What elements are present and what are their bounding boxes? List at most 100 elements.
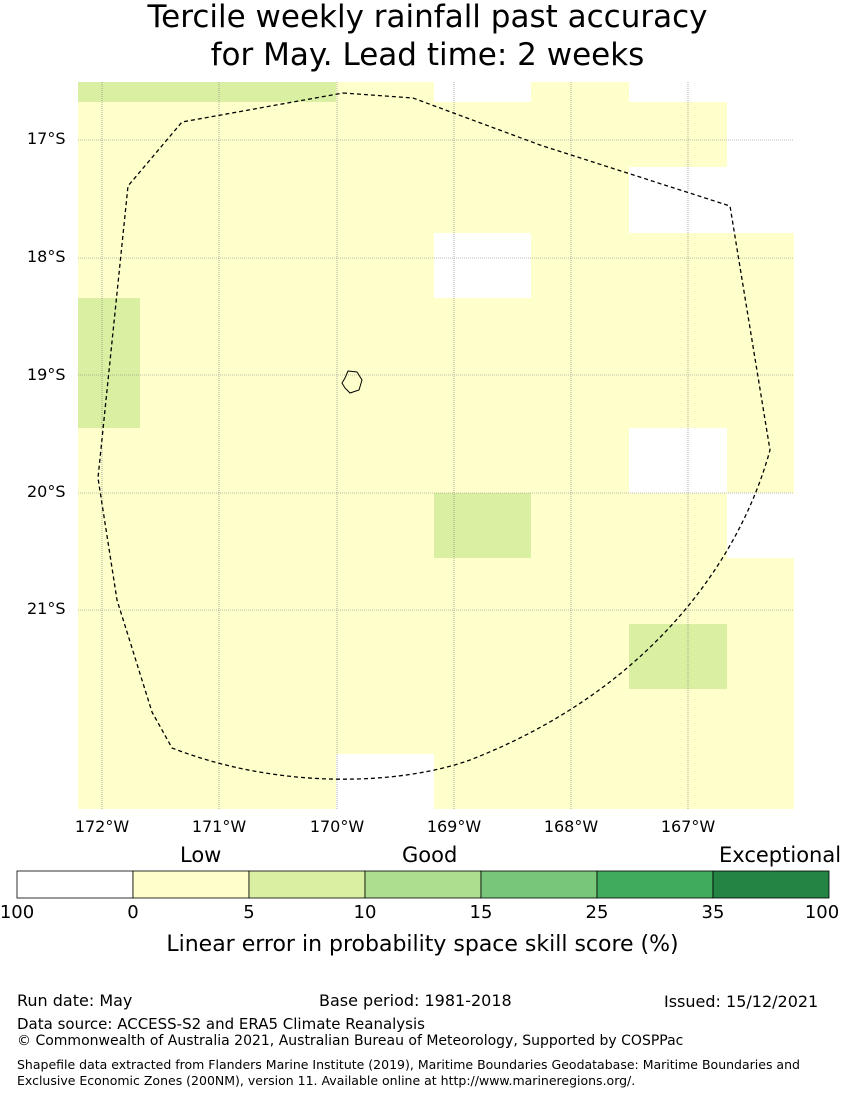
skill-cell	[434, 298, 531, 363]
skill-cell	[434, 558, 531, 624]
skill-cell	[140, 82, 238, 102]
skill-cell	[140, 363, 238, 428]
skill-cell	[140, 558, 238, 624]
skill-cell	[336, 233, 434, 298]
skill-cell	[78, 102, 140, 167]
skill-cell	[629, 754, 727, 809]
run-date: Run date: May	[17, 991, 133, 1010]
skill-cell	[238, 754, 336, 809]
colorbar-title: Linear error in probability space skill …	[166, 932, 679, 957]
colorbar-tick: 25	[585, 902, 609, 923]
skill-cell	[336, 82, 434, 102]
colorbar-segment	[248, 870, 366, 899]
skill-cell	[78, 754, 140, 809]
skill-cell	[78, 428, 140, 493]
skill-cell	[336, 754, 434, 809]
skill-cell	[629, 624, 727, 689]
skill-cell	[140, 624, 238, 689]
colorbar-segment	[480, 870, 598, 899]
lon-label-172w: 172°W	[74, 817, 130, 836]
skill-cell	[531, 167, 629, 233]
skill-cell	[727, 233, 794, 298]
category-good: Good	[402, 843, 458, 867]
skill-cell	[140, 689, 238, 754]
lat-label-20s: 20°S	[27, 482, 66, 501]
skill-cell	[78, 167, 140, 233]
skill-cell	[531, 624, 629, 689]
skill-cell	[336, 428, 434, 493]
lat-label-18s: 18°S	[27, 247, 66, 266]
base-period: Base period: 1981-2018	[319, 991, 512, 1010]
skill-cell	[238, 167, 336, 233]
skill-cell	[78, 624, 140, 689]
skill-cell	[238, 624, 336, 689]
colorbar-tick: 35	[701, 902, 725, 923]
lon-label-168w: 168°W	[543, 817, 599, 836]
colorbar-tick: 5	[243, 902, 255, 923]
skill-cell	[629, 82, 727, 102]
lat-label-19s: 19°S	[27, 365, 66, 384]
skill-cell	[336, 689, 434, 754]
skill-cell	[531, 689, 629, 754]
eez-boundary	[97, 92, 771, 780]
category-low: Low	[180, 843, 222, 867]
skill-cell	[336, 298, 434, 363]
skill-cell	[727, 298, 794, 363]
skill-cell	[629, 233, 727, 298]
lon-label-167w: 167°W	[660, 817, 716, 836]
skill-cell	[434, 102, 531, 167]
map-title: Tercile weekly rainfall past accuracy fo…	[0, 0, 855, 74]
skill-cell	[140, 167, 238, 233]
colorbar-tick: 100	[804, 902, 840, 923]
title-line-2: for May. Lead time: 2 weeks	[210, 37, 645, 73]
skill-cell	[727, 493, 794, 558]
skill-cell	[434, 624, 531, 689]
skill-cell	[727, 689, 794, 754]
colorbar-segment	[596, 870, 714, 899]
skill-cell	[78, 233, 140, 298]
colorbar-segment	[16, 870, 134, 899]
skill-cell	[78, 82, 140, 102]
lat-label-21s: 21°S	[27, 599, 66, 618]
lon-label-170w: 170°W	[309, 817, 365, 836]
skill-cell	[238, 428, 336, 493]
skill-cell	[727, 624, 794, 689]
skill-cell	[140, 298, 238, 363]
colorbar-tick: 15	[469, 902, 493, 923]
colorbar-segment	[364, 870, 482, 899]
title-line-1: Tercile weekly rainfall past accuracy	[147, 0, 708, 35]
skill-cell	[629, 493, 727, 558]
skill-cell	[336, 558, 434, 624]
skill-cell	[434, 82, 531, 102]
skill-cell	[434, 754, 531, 809]
skill-cell	[238, 493, 336, 558]
skill-cell	[78, 298, 140, 363]
skill-cell	[727, 82, 794, 102]
skill-cell	[531, 754, 629, 809]
skill-cell	[336, 493, 434, 558]
skill-cell	[727, 558, 794, 624]
skill-cell	[434, 428, 531, 493]
shapefile-credit: Shapefile data extracted from Flanders M…	[17, 1057, 800, 1088]
skill-cell	[238, 298, 336, 363]
skill-cell	[629, 363, 727, 428]
skill-cell	[531, 558, 629, 624]
skill-cell	[238, 102, 336, 167]
skill-cell	[629, 102, 727, 167]
skill-cell	[629, 428, 727, 493]
skill-cell	[727, 167, 794, 233]
skill-cell	[336, 363, 434, 428]
colorbar-segment	[712, 870, 830, 899]
skill-cell	[140, 102, 238, 167]
skill-cell	[238, 689, 336, 754]
skill-cell	[238, 558, 336, 624]
skill-cell	[531, 298, 629, 363]
colorbar-segment	[132, 870, 250, 899]
colorbar-tick: 0	[127, 902, 139, 923]
skill-cell	[531, 102, 629, 167]
skill-cell	[531, 363, 629, 428]
skill-cell	[336, 624, 434, 689]
lon-label-169w: 169°W	[426, 817, 482, 836]
issued-date: Issued: 15/12/2021	[664, 992, 819, 1011]
skill-cell	[140, 428, 238, 493]
